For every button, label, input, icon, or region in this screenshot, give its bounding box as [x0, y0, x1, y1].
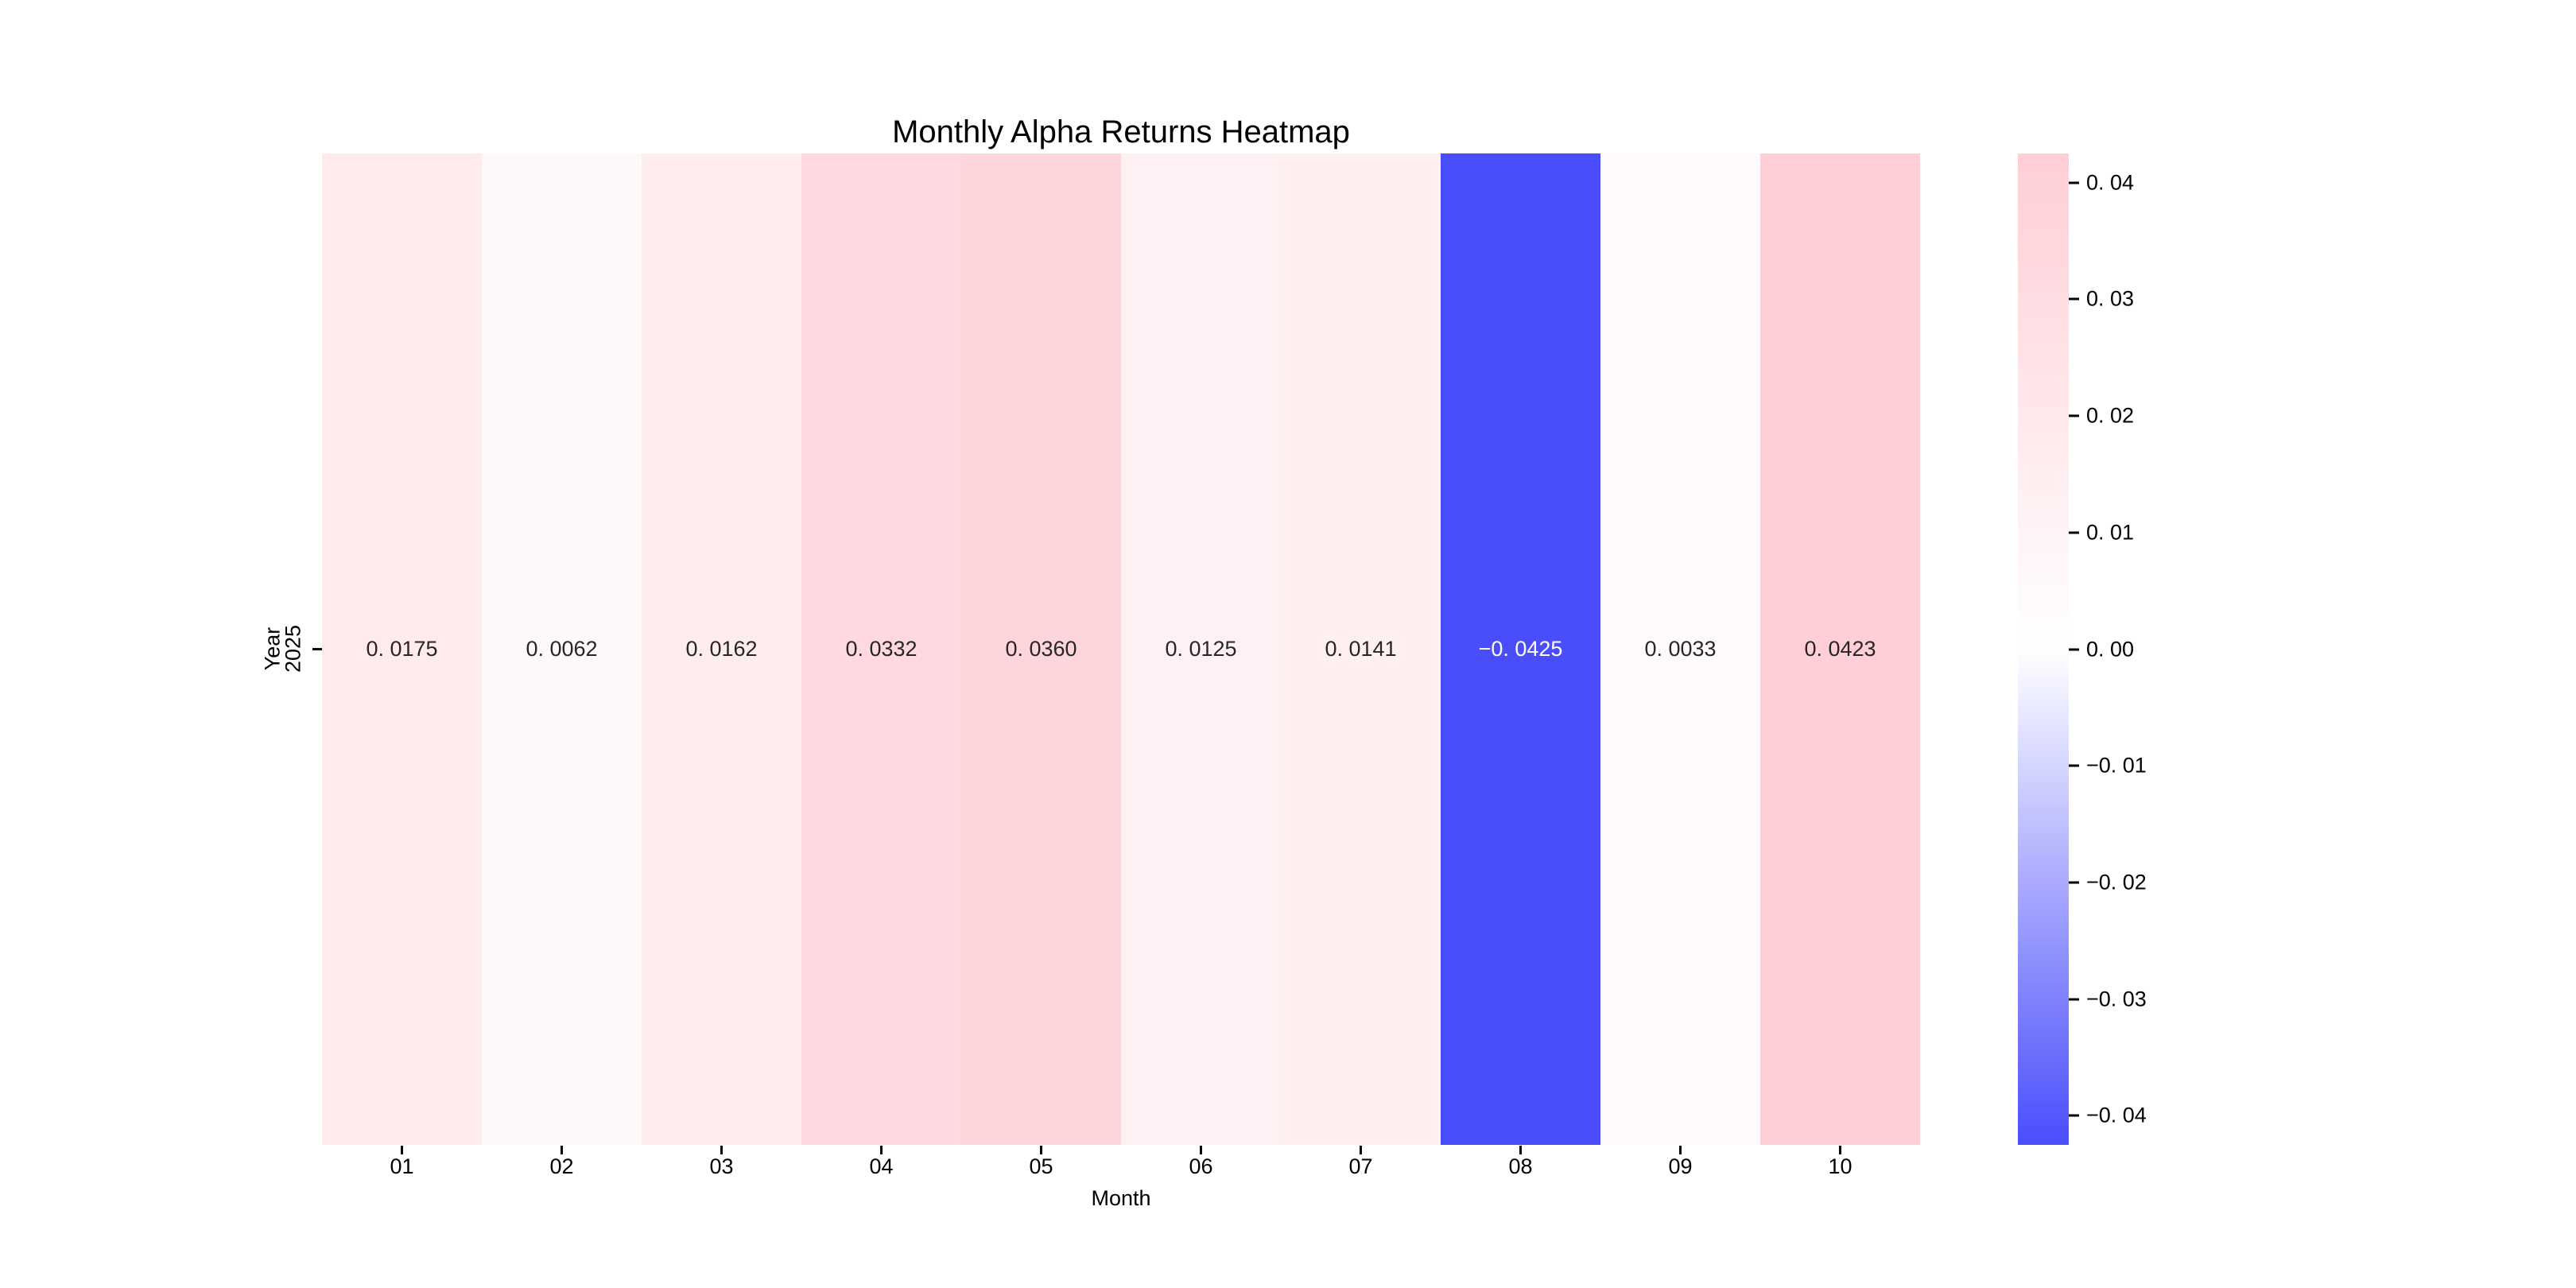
y-tick-mark [312, 648, 322, 650]
x-tick-mark [1360, 1146, 1362, 1154]
chart-title: Monthly Alpha Returns Heatmap [892, 114, 1350, 149]
cell-value-label: 0. 0360 [1005, 637, 1077, 661]
x-tick-slot [1760, 1146, 1920, 1154]
colorbar-tick-label: −0. 01 [2086, 753, 2147, 778]
x-tick-slot: 10 [1760, 1156, 1920, 1180]
cell-value-label: 0. 0162 [685, 637, 758, 661]
x-tick-label: 04 [869, 1154, 894, 1178]
colorbar-tick-mark [2069, 648, 2079, 650]
cell-value-label: 0. 0033 [1644, 637, 1717, 661]
x-tick-slot: 02 [482, 1156, 642, 1180]
x-tick-slot: 07 [1281, 1156, 1441, 1180]
colorbar-tick-label: −0. 03 [2086, 987, 2147, 1011]
x-tick-label: 10 [1828, 1154, 1852, 1178]
heatmap-cell-05: 0. 0360 [961, 153, 1121, 1145]
colorbar-tick-mark [2069, 881, 2079, 884]
x-tick-mark [401, 1146, 403, 1154]
x-tick-slot: 08 [1441, 1156, 1600, 1180]
x-axis-label: Month [1091, 1186, 1151, 1210]
x-tick-slot: 03 [642, 1156, 801, 1180]
cell-value-label: 0. 0175 [366, 637, 438, 661]
colorbar-tick-mark [2069, 414, 2079, 417]
x-tick-slot [1281, 1146, 1441, 1154]
x-tick-mark [561, 1146, 563, 1154]
x-tick-label: 08 [1508, 1154, 1533, 1178]
x-tick-label: 09 [1668, 1154, 1693, 1178]
y-tick-label: 2025 [281, 624, 305, 673]
x-tick-slot [961, 1146, 1121, 1154]
colorbar-tick-mark [2069, 181, 2079, 184]
x-tick-mark [720, 1146, 723, 1154]
x-tick-slot [482, 1146, 642, 1154]
colorbar-tick-label: 0. 00 [2086, 637, 2135, 661]
x-tick-slot: 04 [801, 1156, 961, 1180]
cell-value-label: 0. 0423 [1804, 637, 1876, 661]
x-tick-slot [322, 1146, 482, 1154]
x-tick-label: 07 [1348, 1154, 1373, 1178]
heatmap-cell-09: 0. 0033 [1600, 153, 1760, 1145]
heatmap-cell-04: 0. 0332 [801, 153, 961, 1145]
x-tick-slot [1121, 1146, 1281, 1154]
colorbar-tick-mark [2069, 998, 2079, 1001]
x-tick-slot [642, 1146, 801, 1154]
x-tick-slot [801, 1146, 961, 1154]
x-tick-label: 02 [549, 1154, 574, 1178]
x-tick-slot: 09 [1600, 1156, 1760, 1180]
heatmap-cell-06: 0. 0125 [1121, 153, 1281, 1145]
cell-value-label: 0. 0141 [1325, 637, 1397, 661]
x-tick-label: 01 [390, 1154, 414, 1178]
x-tick-slot [1441, 1146, 1600, 1154]
heatmap-cell-08: −0. 0425 [1441, 153, 1600, 1145]
x-tick-slot: 01 [322, 1156, 482, 1180]
cell-value-label: −0. 0425 [1478, 637, 1563, 661]
x-tick-slot [1600, 1146, 1760, 1154]
heatmap-cell-02: 0. 0062 [482, 153, 642, 1145]
colorbar-tick-label: 0. 03 [2086, 286, 2135, 311]
x-tick-slot: 06 [1121, 1156, 1281, 1180]
colorbar-tick-label: 0. 04 [2086, 170, 2135, 195]
x-tick-labels: 01 02 03 04 05 06 07 08 09 10 [322, 1156, 1920, 1180]
cell-value-label: 0. 0332 [845, 637, 918, 661]
x-tick-mark [1839, 1146, 1841, 1154]
cell-value-label: 0. 0125 [1165, 637, 1237, 661]
colorbar-tick-label: −0. 02 [2086, 870, 2147, 894]
x-tick-slot: 05 [961, 1156, 1121, 1180]
x-tick-marks [322, 1146, 1920, 1154]
colorbar-tick-label: 0. 02 [2086, 403, 2135, 428]
x-tick-mark [880, 1146, 883, 1154]
heatmap-cell-07: 0. 0141 [1281, 153, 1441, 1145]
heatmap-cell-03: 0. 0162 [642, 153, 801, 1145]
colorbar-tick-mark [2069, 1114, 2079, 1117]
heatmap: 0. 0175 0. 0062 0. 0162 0. 0332 0. 0360 0. 01… [322, 153, 1920, 1145]
colorbar [2018, 153, 2069, 1145]
colorbar-tick-mark [2069, 531, 2079, 534]
x-tick-label: 06 [1189, 1154, 1213, 1178]
x-tick-mark [1040, 1146, 1042, 1154]
x-tick-label: 03 [709, 1154, 734, 1178]
colorbar-tick-label: 0. 01 [2086, 520, 2135, 545]
heatmap-cell-10: 0. 0423 [1760, 153, 1920, 1145]
x-tick-mark [1679, 1146, 1682, 1154]
colorbar-tick-mark [2069, 764, 2079, 767]
y-axis-label: Year [260, 627, 285, 671]
colorbar-tick-mark [2069, 297, 2079, 301]
x-tick-mark [1519, 1146, 1522, 1154]
colorbar-tick-label: −0. 04 [2086, 1103, 2147, 1127]
cell-value-label: 0. 0062 [526, 637, 598, 661]
x-tick-label: 05 [1029, 1154, 1053, 1178]
heatmap-cell-01: 0. 0175 [322, 153, 482, 1145]
x-tick-mark [1200, 1146, 1202, 1154]
